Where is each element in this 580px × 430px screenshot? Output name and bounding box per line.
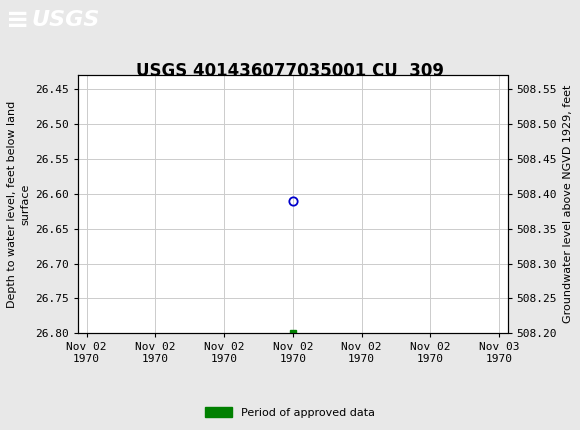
Text: USGS 401436077035001 CU  309: USGS 401436077035001 CU 309 [136, 62, 444, 80]
Legend: Period of approved data: Period of approved data [200, 403, 380, 422]
Y-axis label: Depth to water level, feet below land
surface: Depth to water level, feet below land su… [7, 101, 30, 308]
Y-axis label: Groundwater level above NGVD 1929, feet: Groundwater level above NGVD 1929, feet [563, 85, 572, 323]
Text: ≡: ≡ [6, 6, 29, 34]
Text: USGS: USGS [32, 10, 100, 31]
